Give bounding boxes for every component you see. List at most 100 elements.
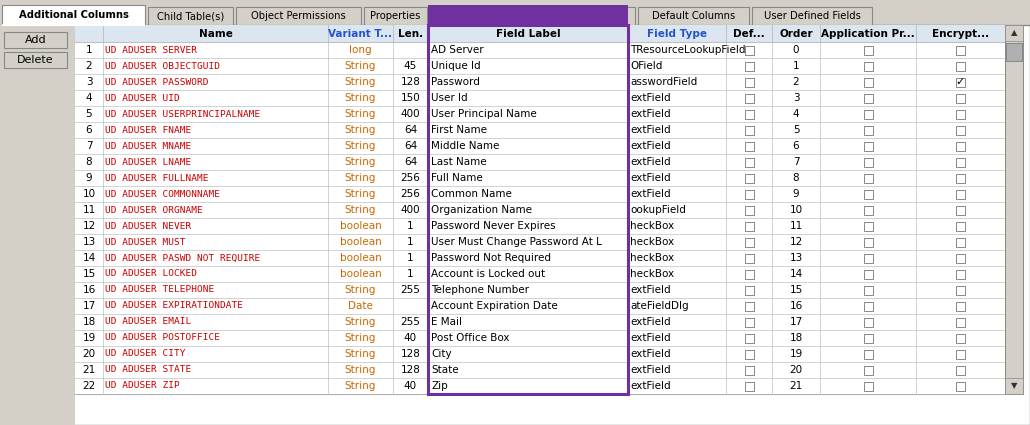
Text: 5: 5	[793, 125, 799, 135]
Text: Encrypt...: Encrypt...	[932, 28, 989, 39]
Bar	[745, 301, 754, 311]
Text: extField: extField	[630, 125, 671, 135]
Text: City: City	[431, 349, 451, 359]
Text: 15: 15	[82, 269, 96, 279]
Bar	[75, 170, 1005, 186]
Bar	[956, 62, 965, 71]
Text: Password Not Required: Password Not Required	[431, 253, 551, 263]
Text: Full Name: Full Name	[431, 173, 483, 183]
Text: 40: 40	[404, 381, 417, 391]
Text: String: String	[345, 173, 376, 183]
Text: UD ADUSER FULLNAME: UD ADUSER FULLNAME	[105, 173, 208, 182]
Text: UD ADUSER POSTOFFICE: UD ADUSER POSTOFFICE	[105, 334, 220, 343]
Text: Administrators: Administrators	[434, 11, 507, 21]
Text: Len.: Len.	[398, 28, 423, 39]
Text: ateFieldDlg: ateFieldDlg	[630, 301, 689, 311]
Text: String: String	[345, 109, 376, 119]
Text: UD ADUSER FNAME: UD ADUSER FNAME	[105, 125, 192, 134]
Bar	[745, 286, 754, 295]
Bar	[75, 90, 1005, 106]
Text: UD ADUSER USERPRINCIPALNAME: UD ADUSER USERPRINCIPALNAME	[105, 110, 261, 119]
Bar	[75, 362, 1005, 378]
Text: Password Never Expires: Password Never Expires	[431, 221, 555, 231]
Text: 13: 13	[82, 237, 96, 247]
Text: heckBox: heckBox	[630, 269, 674, 279]
Text: Object Permissions: Object Permissions	[251, 11, 346, 21]
Text: String: String	[345, 157, 376, 167]
Text: Application Pr...: Application Pr...	[821, 28, 915, 39]
Text: Password: Password	[431, 77, 480, 87]
Bar	[745, 253, 754, 263]
Bar	[4, 52, 67, 68]
Bar	[1005, 25, 1023, 394]
Text: extField: extField	[630, 285, 671, 295]
Text: 13: 13	[789, 253, 802, 263]
Text: UD ADUSER TELEPHONE: UD ADUSER TELEPHONE	[105, 286, 214, 295]
Bar	[745, 158, 754, 167]
Bar	[863, 94, 872, 102]
Text: 20: 20	[82, 349, 96, 359]
Text: 3: 3	[793, 93, 799, 103]
Bar	[745, 110, 754, 119]
Bar	[956, 142, 965, 150]
Text: 64: 64	[404, 125, 417, 135]
Text: 7: 7	[85, 141, 93, 151]
Bar	[745, 221, 754, 230]
Bar	[75, 282, 1005, 298]
Bar	[745, 269, 754, 278]
Text: extField: extField	[630, 157, 671, 167]
Bar	[956, 317, 965, 326]
Bar	[863, 45, 872, 54]
Text: 400: 400	[401, 109, 420, 119]
Bar	[1005, 378, 1023, 394]
Text: String: String	[345, 77, 376, 87]
Text: extField: extField	[630, 93, 671, 103]
Text: UD ADUSER STATE: UD ADUSER STATE	[105, 366, 192, 374]
Bar	[956, 206, 965, 215]
Bar	[863, 142, 872, 150]
Bar	[75, 74, 1005, 90]
Text: 128: 128	[401, 349, 420, 359]
Text: UD ADUSER PASSWORD: UD ADUSER PASSWORD	[105, 77, 208, 87]
Bar	[863, 382, 872, 391]
Bar	[863, 366, 872, 374]
Text: 10: 10	[82, 189, 96, 199]
Bar	[956, 158, 965, 167]
Text: 1: 1	[407, 253, 414, 263]
Bar	[745, 382, 754, 391]
Bar	[956, 77, 965, 87]
Bar	[1006, 43, 1022, 61]
Bar	[863, 190, 872, 198]
Text: Def...: Def...	[733, 28, 765, 39]
Bar	[75, 346, 1005, 362]
Text: long: long	[349, 45, 372, 55]
Bar	[863, 317, 872, 326]
Text: Unique Id: Unique Id	[431, 61, 481, 71]
Text: asswordField: asswordField	[630, 77, 697, 87]
Bar	[863, 110, 872, 119]
Bar	[863, 238, 872, 246]
Text: 15: 15	[789, 285, 802, 295]
Text: Default Columns: Default Columns	[652, 11, 735, 21]
Bar	[75, 266, 1005, 282]
Text: String: String	[345, 349, 376, 359]
Bar	[956, 301, 965, 311]
Text: Variant T...: Variant T...	[329, 28, 392, 39]
Text: User Id: User Id	[431, 93, 468, 103]
Text: 1: 1	[793, 61, 799, 71]
Text: Middle Name: Middle Name	[431, 141, 500, 151]
Text: 150: 150	[401, 93, 420, 103]
Text: Telephone Number: Telephone Number	[431, 285, 529, 295]
Bar	[428, 25, 628, 394]
Bar	[75, 234, 1005, 250]
Text: 16: 16	[82, 285, 96, 295]
Text: Organization Name: Organization Name	[431, 205, 533, 215]
Bar	[956, 334, 965, 343]
Bar	[956, 382, 965, 391]
Text: 8: 8	[85, 157, 93, 167]
Text: Account Expiration Date: Account Expiration Date	[431, 301, 558, 311]
Text: Field Type: Field Type	[647, 28, 707, 39]
Text: 1: 1	[407, 221, 414, 231]
Text: Last Name: Last Name	[431, 157, 486, 167]
Text: String: String	[345, 93, 376, 103]
